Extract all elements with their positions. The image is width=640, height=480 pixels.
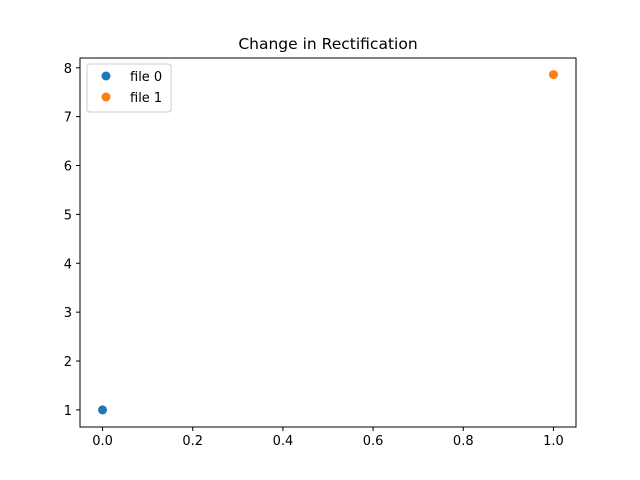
x-tick-label: 0.6 xyxy=(363,434,384,449)
y-tick-label: 5 xyxy=(64,208,72,223)
legend-marker xyxy=(101,92,111,102)
legend-label: file 0 xyxy=(130,70,162,85)
y-tick-label: 3 xyxy=(64,306,72,321)
legend-label: file 1 xyxy=(130,91,162,106)
x-axis: 0.0 0.2 0.4 0.6 0.8 1.0 xyxy=(92,427,564,449)
x-tick-label: 0.4 xyxy=(273,434,294,449)
x-tick-label: 0.2 xyxy=(182,434,203,449)
x-tick-label: 0.8 xyxy=(453,434,474,449)
y-tick-label: 6 xyxy=(64,160,72,175)
data-points xyxy=(98,70,558,415)
y-tick-label: 1 xyxy=(64,404,72,419)
x-tick-label: 1.0 xyxy=(543,434,564,449)
y-axis: 1 2 3 4 5 6 7 8 xyxy=(64,62,80,419)
legend: file 0 file 1 xyxy=(86,63,172,113)
y-tick-label: 8 xyxy=(64,62,72,77)
plot-frame xyxy=(79,57,577,428)
legend-marker xyxy=(101,71,111,81)
data-point-series-1 xyxy=(548,70,558,80)
x-tick-label: 0.0 xyxy=(92,434,113,449)
y-tick-label: 7 xyxy=(64,111,72,126)
y-tick-label: 2 xyxy=(64,355,72,370)
y-tick-label: 4 xyxy=(64,257,72,272)
chart-title: Change in Rectification xyxy=(238,35,417,53)
data-point-series-0 xyxy=(98,405,108,415)
